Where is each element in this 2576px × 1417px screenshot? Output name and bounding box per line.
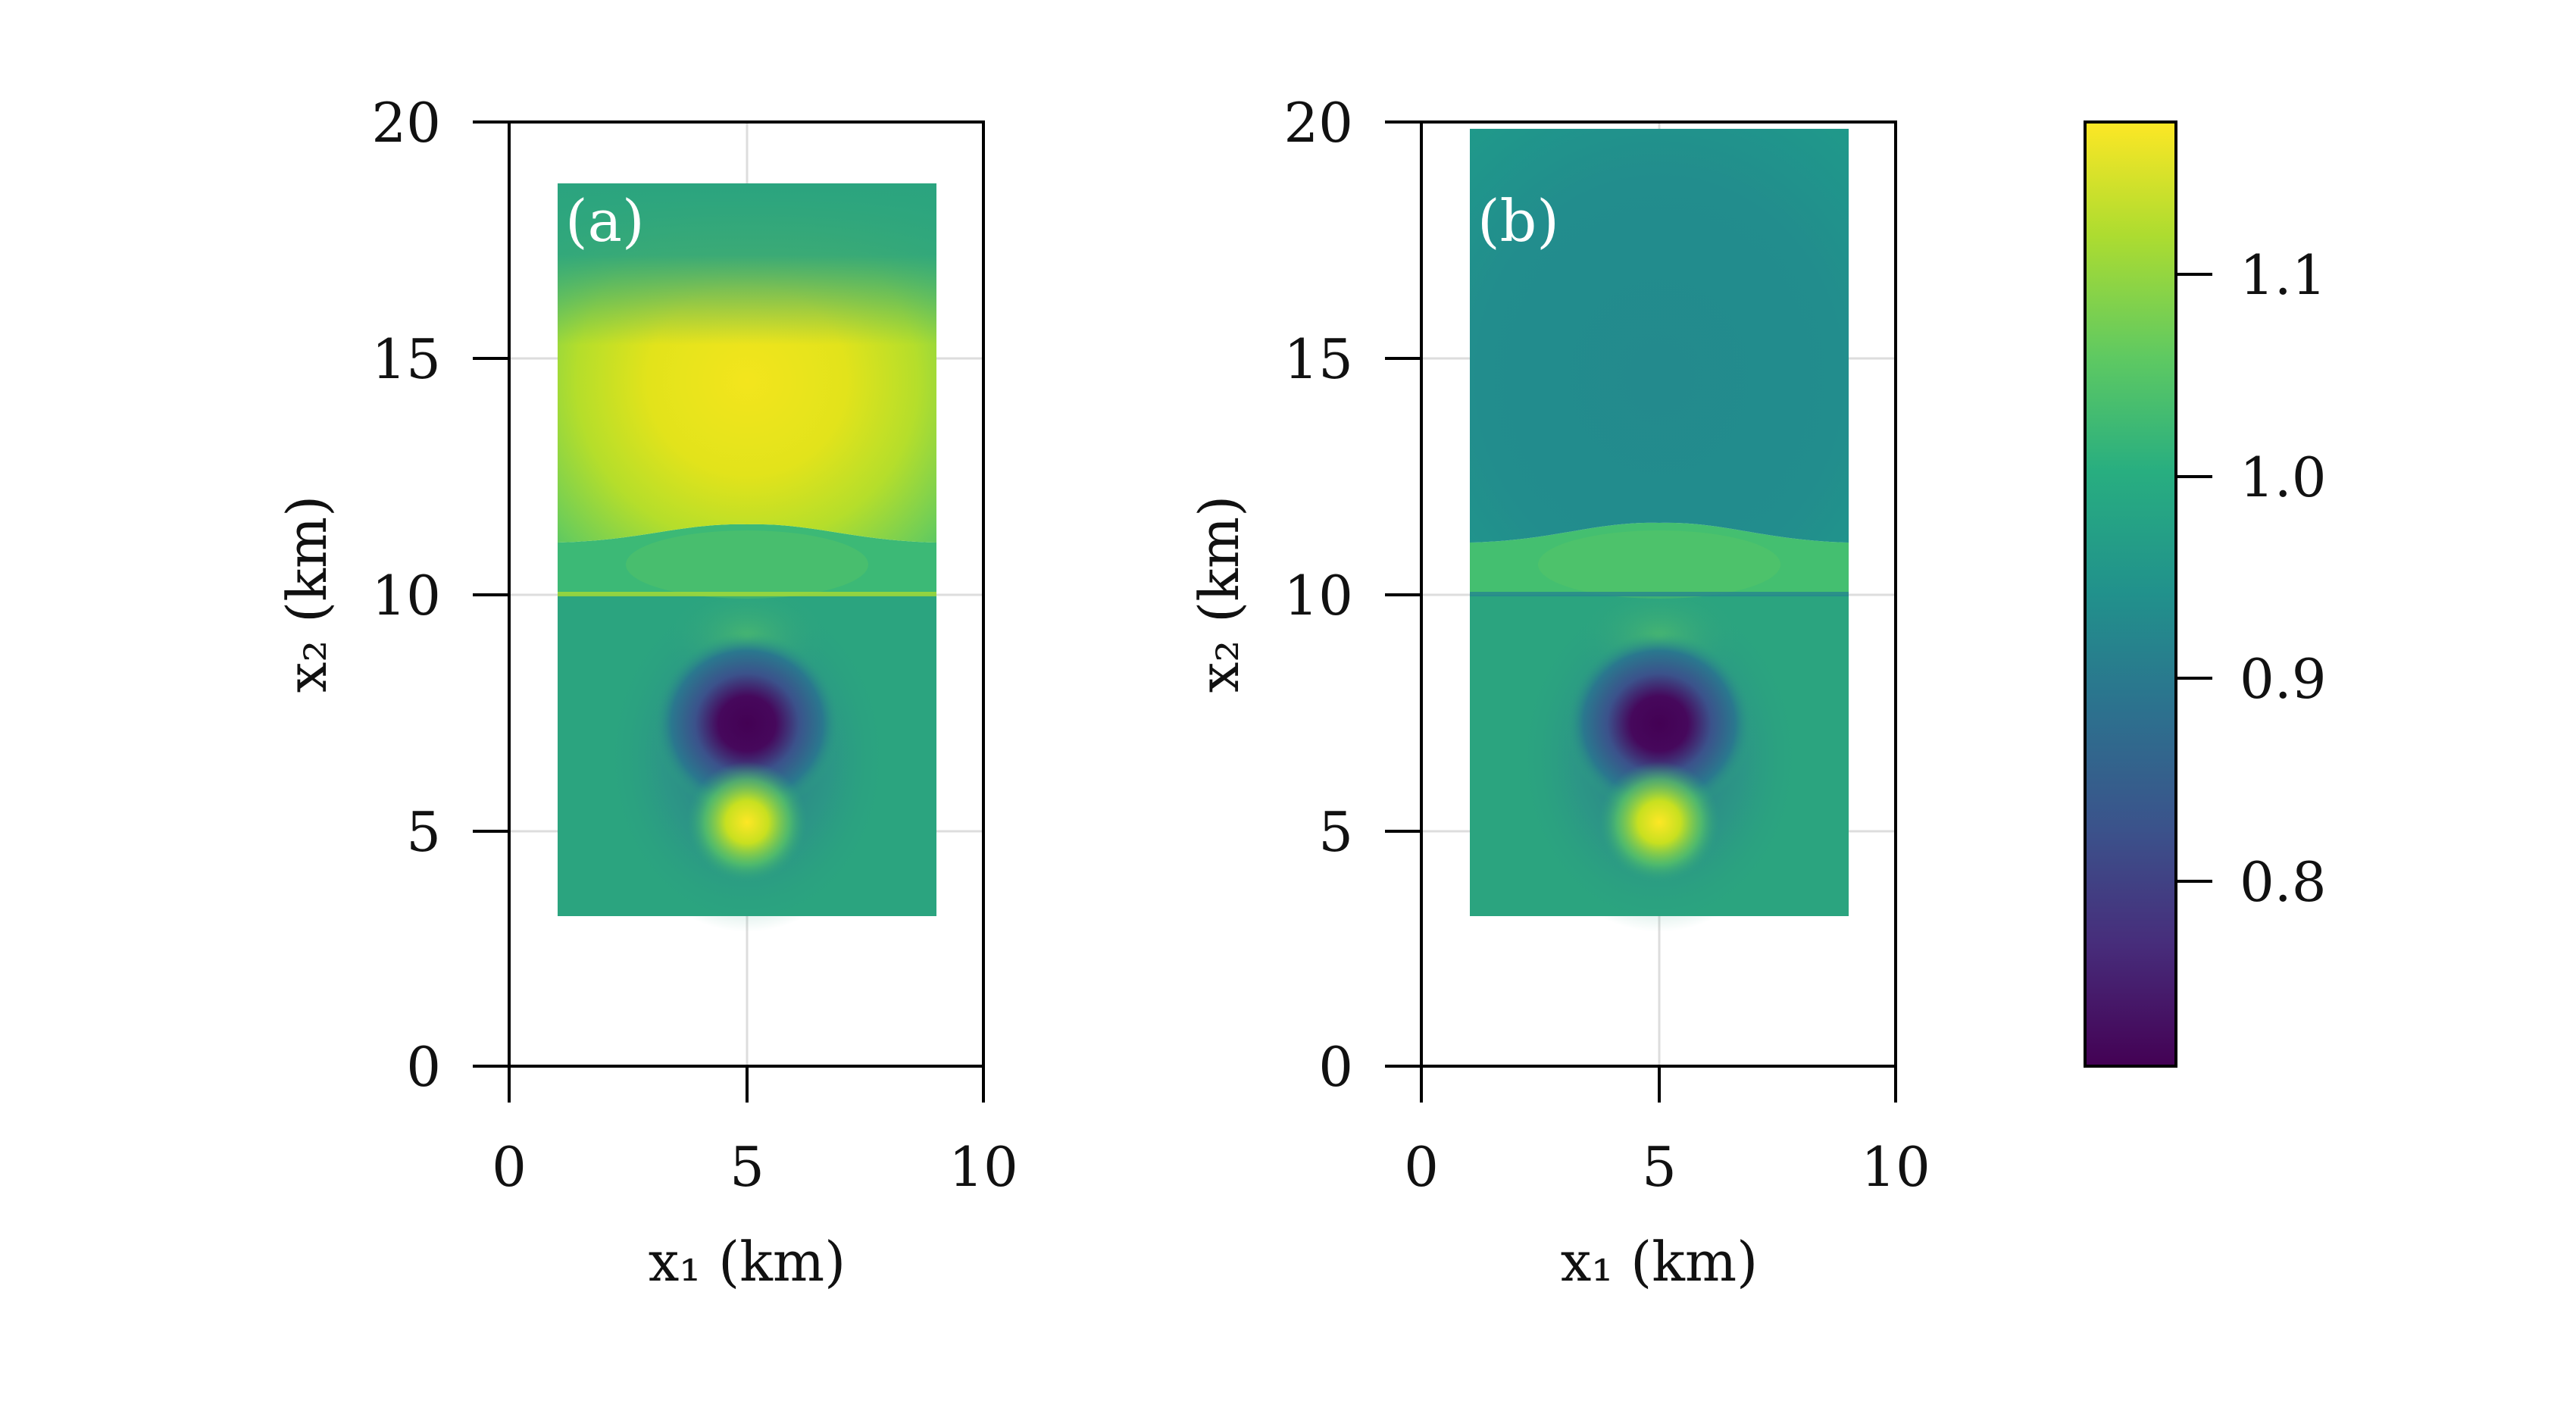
panel-b-middle-glow: [1538, 530, 1780, 599]
panel-b-heatmap: [1470, 129, 1849, 932]
panel-b-upper-region: [1470, 129, 1849, 543]
tick-label: 10: [371, 564, 441, 627]
tick-label: 20: [371, 91, 441, 155]
panel-b-label: (b): [1477, 187, 1559, 255]
colorbar-tick-labels: 0.8 0.9 1.0 1.1: [2240, 243, 2327, 914]
panel-b-middle-region: [1470, 522, 1849, 595]
panel-a-interface-line: [558, 592, 936, 596]
tick-label: 5: [1642, 1135, 1677, 1199]
panel-a-heatmap: [558, 183, 936, 932]
tick-label: 15: [1283, 327, 1353, 391]
tick-label: 0: [1404, 1135, 1439, 1199]
panel-a-label: (a): [565, 187, 645, 255]
panel-b-x-axis-label: x₁ (km): [1561, 1230, 1758, 1293]
panel-a: 0 5 10 15 20 0 5 10 x₁ (km) x₂ (km) (a): [275, 91, 1018, 1293]
tick-label: 0: [406, 1035, 441, 1099]
tick-label: 10: [949, 1135, 1018, 1199]
tick-label: 5: [730, 1135, 764, 1199]
tick-label: 5: [1318, 800, 1353, 864]
tick-label: 10: [1861, 1135, 1930, 1199]
tick-label: 10: [1283, 564, 1353, 627]
panel-a-y-axis-label: x₂ (km): [275, 496, 339, 693]
panel-a-middle-glow: [626, 530, 868, 599]
tick-label: 20: [1283, 91, 1353, 155]
colorbar: 0.8 0.9 1.0 1.1: [2084, 120, 2327, 1068]
panel-b-low-anomaly: [1565, 633, 1754, 815]
colorbar-ticks: [2176, 273, 2212, 883]
panel-a-low-anomaly: [652, 633, 842, 815]
panel-b-y-tick-labels: 0 5 10 15 20: [1283, 91, 1353, 1099]
panel-b-x-ticks: [1420, 1066, 1897, 1103]
panel-a-upper-fade: [558, 183, 936, 543]
panel-b-y-ticks: [1385, 120, 1421, 1068]
panel-a-x-ticks: [508, 1066, 985, 1103]
panel-b-y-axis-label: x₂ (km): [1187, 496, 1251, 693]
panel-b-interface-line: [1470, 592, 1849, 596]
panel-a-high-anomaly: [686, 762, 808, 883]
tick-label: 0: [492, 1135, 527, 1199]
colorbar-tick-label: 0.9: [2240, 647, 2327, 711]
panel-b-x-tick-labels: 0 5 10: [1404, 1135, 1930, 1199]
colorbar-tick-label: 1.1: [2240, 243, 2327, 307]
panel-b-high-anomaly: [1599, 762, 1720, 883]
panel-a-x-axis-label: x₁ (km): [649, 1230, 846, 1293]
colorbar-tick-label: 0.8: [2240, 850, 2327, 914]
panel-a-x-tick-labels: 0 5 10: [492, 1135, 1018, 1199]
colorbar-tick-label: 1.0: [2240, 446, 2327, 509]
tick-label: 0: [1318, 1035, 1353, 1099]
tick-label: 5: [406, 800, 441, 864]
colorbar-gradient: [2084, 120, 2177, 1068]
panel-a-y-ticks: [473, 120, 509, 1068]
panel-b: 0 5 10 15 20 0 5 10 x₁ (km) x₂ (km) (b): [1187, 91, 1930, 1293]
panel-a-y-tick-labels: 0 5 10 15 20: [371, 91, 441, 1099]
tick-label: 15: [371, 327, 441, 391]
